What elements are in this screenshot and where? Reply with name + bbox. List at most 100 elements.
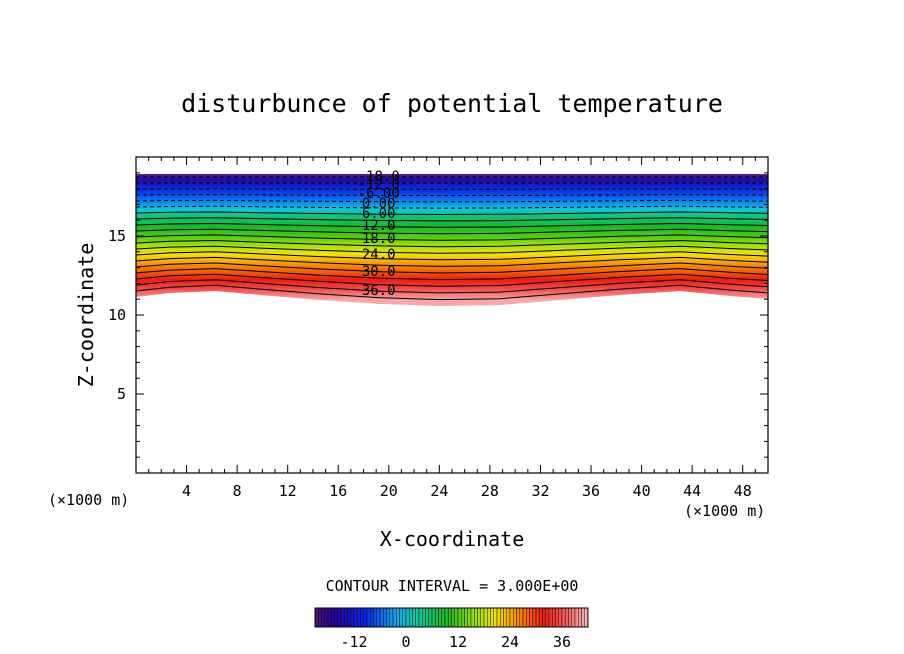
- contour-line: [136, 273, 768, 287]
- colorbar-cell: [467, 607, 472, 628]
- colorbar-cell: [448, 607, 452, 628]
- colorbar-cell: [386, 607, 390, 628]
- y-tick-label: 15: [108, 227, 126, 245]
- colorbar-cell: [373, 607, 377, 628]
- colorbar-cell: [431, 607, 436, 628]
- colorbar-cell: [548, 607, 553, 628]
- colorbar-cell: [532, 607, 537, 628]
- colorbar-cell: [454, 607, 459, 628]
- contour-label: 0.00: [362, 196, 396, 212]
- colorbar-tick-label: -12: [340, 633, 367, 651]
- colorbar-cell: [344, 607, 348, 628]
- y-tick-labels: 5 10 15: [108, 227, 126, 403]
- colorbar-cell: [451, 607, 455, 628]
- chart-title: disturbunce of potential temperature: [181, 89, 723, 118]
- colorbar-cell: [392, 607, 397, 628]
- colorbar-cell: [337, 607, 342, 628]
- contour-line: [136, 262, 768, 274]
- colorbar-cell: [399, 607, 403, 628]
- colorbar-tick-labels: -12 0 12 24 36: [340, 633, 571, 651]
- colorbar-cell: [324, 607, 329, 628]
- colorbar-cell: [474, 607, 478, 628]
- colorbar-cell: [353, 607, 358, 628]
- contour-line: [136, 205, 768, 209]
- x-tick-label: 28: [481, 482, 499, 500]
- colorbar-cell: [389, 607, 394, 628]
- contour-label: -6.00: [358, 186, 400, 202]
- y-tick-label: 10: [108, 306, 126, 324]
- colorbar-cell: [470, 607, 475, 628]
- colorbar-cell: [435, 607, 439, 628]
- x-tick-label: 36: [582, 482, 600, 500]
- contour-line: [136, 199, 768, 203]
- colorbar-cell: [350, 607, 355, 628]
- x-tick-label: 8: [233, 482, 242, 500]
- contour-line: [136, 251, 768, 261]
- contour-label: 36.0: [362, 283, 396, 299]
- colorbar-cell: [581, 607, 585, 628]
- colorbar-cell: [383, 607, 387, 628]
- colorbar-cell: [539, 607, 543, 628]
- colorbar-cell: [542, 607, 546, 628]
- contour-line: [136, 217, 768, 222]
- colorbar-cell: [552, 607, 556, 628]
- colorbar-cell: [522, 607, 527, 628]
- colorbar-cell: [340, 607, 345, 628]
- x-tick-label: 44: [683, 482, 701, 500]
- colorbar-cell: [519, 607, 524, 628]
- contour-line: [136, 256, 768, 267]
- contour-line: [136, 239, 768, 248]
- colorbar-cell: [529, 607, 533, 628]
- colorbar-cell: [480, 607, 485, 628]
- colorbar-cell: [425, 607, 429, 628]
- colorbar-cell: [506, 607, 511, 628]
- x-tick-label: 16: [329, 482, 347, 500]
- colorbar-cell: [438, 607, 442, 628]
- colorbar-cell: [318, 607, 322, 628]
- colorbar-tick-label: 36: [553, 633, 571, 651]
- colorbar-cell: [558, 607, 563, 628]
- colorbar-cell: [331, 607, 335, 628]
- colorbar-tick-label: 0: [401, 633, 410, 651]
- colorbar-cell: [535, 607, 540, 628]
- colorbar-cell: [441, 607, 446, 628]
- contour-line: [136, 188, 768, 190]
- colorbar-cell: [370, 607, 374, 628]
- colorbar-cell: [461, 607, 465, 628]
- colorbar-cell: [366, 607, 371, 628]
- colorbar-cell: [321, 607, 325, 628]
- colorbar-cell: [347, 607, 351, 628]
- colorbar-cell: [396, 607, 400, 628]
- colorbar-cell: [513, 607, 517, 628]
- x-tick-label: 20: [380, 482, 398, 500]
- colorbar-cell: [493, 607, 498, 628]
- x-axis-title: X-coordinate: [380, 527, 525, 551]
- contour-line: [136, 211, 768, 216]
- contour-line: [136, 234, 768, 241]
- contour-line: [136, 279, 768, 294]
- colorbar-cell: [412, 607, 416, 628]
- contour-label: 6.00: [362, 206, 396, 222]
- colorbar-cell: [545, 607, 550, 628]
- colorbar-cell: [464, 607, 468, 628]
- y-tick-label: 5: [117, 385, 126, 403]
- x-tick-label: 4: [182, 482, 191, 500]
- x-unit-label: (×1000 m): [684, 502, 765, 520]
- colorbar-cell: [574, 607, 579, 628]
- colorbar-tick-label: 12: [449, 633, 467, 651]
- contour-label: 18.0: [362, 231, 396, 247]
- colorbar-cell: [500, 607, 504, 628]
- colorbar-cell: [490, 607, 494, 628]
- contour-label: 30.0: [362, 264, 396, 280]
- colorbar-cell: [444, 607, 449, 628]
- colorbar-cell: [568, 607, 572, 628]
- colorbar: [314, 607, 589, 628]
- y-axis-title: Z-coordinate: [74, 243, 98, 388]
- colorbar-cell: [516, 607, 520, 628]
- contour-interval-label: CONTOUR INTERVAL = 3.000E+00: [326, 577, 579, 595]
- contour-line: [136, 228, 768, 235]
- colorbar-cell: [578, 607, 582, 628]
